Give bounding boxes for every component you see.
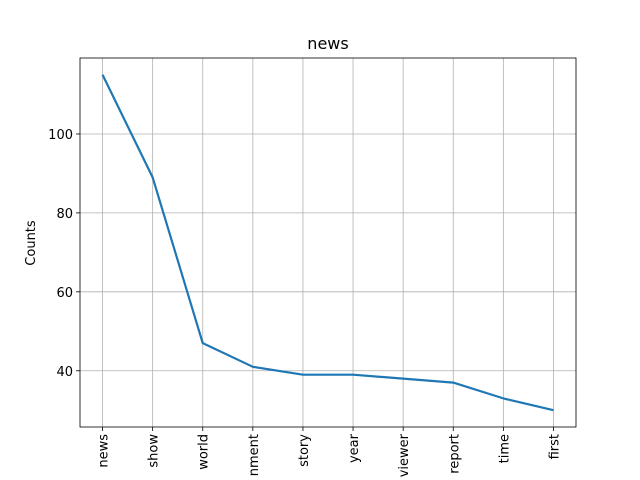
y-tick-label: 100: [48, 128, 73, 143]
data-line: [101, 74, 554, 412]
x-tick-label: show: [147, 434, 162, 468]
x-tick-label: nment: [247, 434, 262, 476]
x-tick-label: story: [297, 434, 312, 467]
x-tick-label: year: [347, 433, 362, 463]
x-tick-label: first: [547, 434, 562, 459]
y-tick-label: 80: [56, 207, 73, 222]
y-axis-label: Counts: [24, 220, 39, 266]
y-tick-label: 40: [56, 365, 73, 380]
x-tick-label: viewer: [397, 433, 412, 477]
x-tick-label: time: [497, 434, 512, 463]
y-tick-label: 60: [56, 286, 73, 301]
x-tick-label: world: [197, 434, 212, 470]
x-tick-label: news: [97, 434, 112, 468]
plot-frame: [79, 57, 577, 428]
x-tick-label: report: [447, 434, 462, 474]
chart-title: news: [307, 34, 348, 53]
